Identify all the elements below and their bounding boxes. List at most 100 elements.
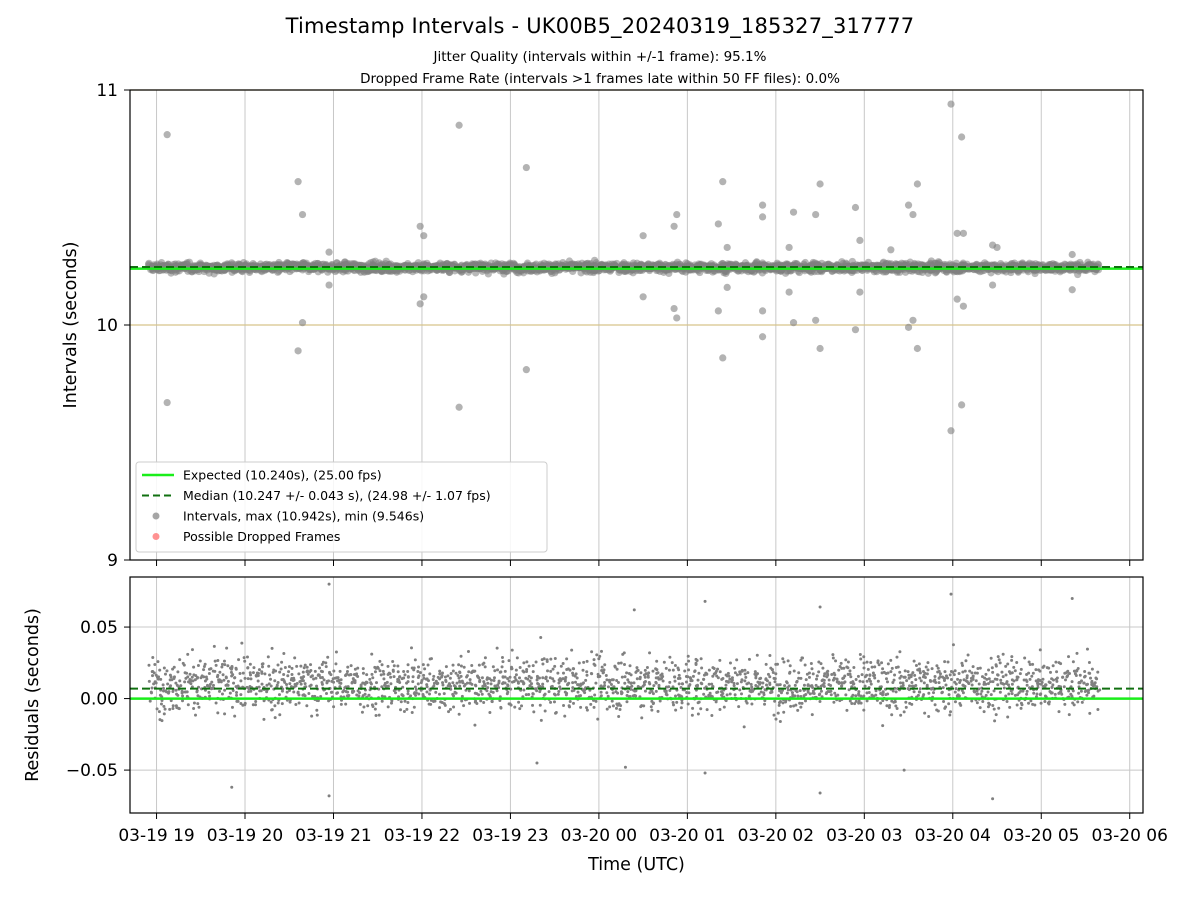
- residual-point: [285, 690, 289, 694]
- residual-point: [958, 678, 962, 682]
- y-tick-label: 9: [107, 551, 118, 571]
- residual-point: [1092, 683, 1096, 687]
- residual-point: [694, 695, 698, 699]
- residual-point: [1051, 678, 1055, 682]
- residual-point: [690, 679, 694, 683]
- residual-point: [501, 660, 505, 664]
- residual-point: [346, 665, 350, 669]
- residual-point: [226, 679, 230, 683]
- residual-point: [207, 672, 211, 676]
- residual-point: [185, 671, 189, 675]
- residual-point: [964, 659, 968, 663]
- residual-point: [1039, 682, 1043, 686]
- residual-point: [470, 682, 474, 686]
- residual-point: [612, 685, 616, 689]
- residual-point: [218, 670, 222, 674]
- residual-point: [341, 690, 345, 694]
- residual-outlier-point: [1070, 596, 1074, 600]
- residual-point: [1073, 672, 1077, 676]
- residual-point: [880, 661, 884, 665]
- legend-entry-label: Possible Dropped Frames: [183, 529, 340, 544]
- residual-point: [678, 676, 682, 680]
- residual-point: [386, 664, 390, 668]
- residual-point: [302, 675, 306, 679]
- residual-point: [208, 694, 212, 698]
- residual-point: [852, 666, 856, 670]
- residual-point: [376, 666, 380, 670]
- residual-point: [288, 700, 292, 704]
- residual-point: [290, 673, 294, 677]
- residual-point: [426, 663, 430, 667]
- residual-point: [894, 704, 898, 708]
- residual-point: [332, 705, 336, 709]
- residual-point: [917, 662, 921, 666]
- residual-point: [225, 646, 229, 650]
- residual-point: [380, 694, 384, 698]
- residual-point: [599, 690, 603, 694]
- residual-point: [876, 679, 880, 683]
- residual-point: [147, 679, 151, 683]
- residual-point: [959, 703, 963, 707]
- residual-point: [579, 682, 583, 686]
- residual-point: [154, 673, 158, 677]
- residual-point: [413, 658, 417, 662]
- residual-point: [740, 668, 744, 672]
- residual-point: [594, 699, 598, 703]
- residual-point: [565, 691, 569, 695]
- residual-point: [249, 677, 253, 681]
- residual-point: [635, 666, 639, 670]
- residual-point: [168, 707, 172, 711]
- residual-point: [406, 689, 410, 693]
- residual-point: [786, 659, 790, 663]
- residual-point: [951, 643, 955, 647]
- residual-point: [261, 662, 265, 666]
- residual-point: [708, 691, 712, 695]
- residual-point: [750, 702, 754, 706]
- residual-point: [574, 680, 578, 684]
- residual-point: [394, 691, 398, 695]
- residual-point: [573, 674, 577, 678]
- residual-point: [642, 704, 646, 708]
- residual-point: [222, 659, 226, 663]
- residual-point: [379, 673, 383, 677]
- residual-point: [599, 694, 603, 698]
- residual-point: [188, 672, 192, 676]
- residual-point: [639, 671, 643, 675]
- residual-point: [1025, 679, 1029, 683]
- residual-point: [1051, 664, 1055, 668]
- residual-point: [981, 699, 985, 703]
- residual-point: [604, 674, 608, 678]
- residual-point: [157, 710, 161, 714]
- residual-point: [147, 663, 151, 667]
- residual-point: [208, 682, 212, 686]
- residual-point: [819, 662, 823, 666]
- residual-point: [358, 702, 362, 706]
- y-tick-label: −0.05: [66, 761, 118, 781]
- residual-point: [321, 660, 325, 664]
- residual-point: [648, 651, 652, 655]
- residual-point: [402, 709, 406, 713]
- interval-outlier-point: [851, 203, 860, 212]
- residual-point: [986, 682, 990, 686]
- residual-point: [1070, 694, 1074, 698]
- residual-point: [781, 657, 785, 661]
- residual-point: [414, 688, 418, 692]
- residual-point: [710, 714, 714, 718]
- residual-point: [312, 677, 316, 681]
- residual-point: [862, 708, 866, 712]
- residual-point: [448, 707, 452, 711]
- residual-point: [572, 667, 576, 671]
- residual-point: [651, 692, 655, 696]
- residual-point: [609, 682, 613, 686]
- residual-point: [538, 703, 542, 707]
- residual-point: [946, 660, 950, 664]
- residual-point: [557, 690, 561, 694]
- residual-point: [353, 667, 357, 671]
- legend-swatch-marker: [152, 533, 160, 540]
- residual-point: [953, 669, 957, 673]
- residual-point: [1005, 699, 1009, 703]
- residual-point: [482, 701, 486, 705]
- residual-point: [600, 669, 604, 673]
- residual-point: [1032, 691, 1036, 695]
- residual-point: [320, 682, 324, 686]
